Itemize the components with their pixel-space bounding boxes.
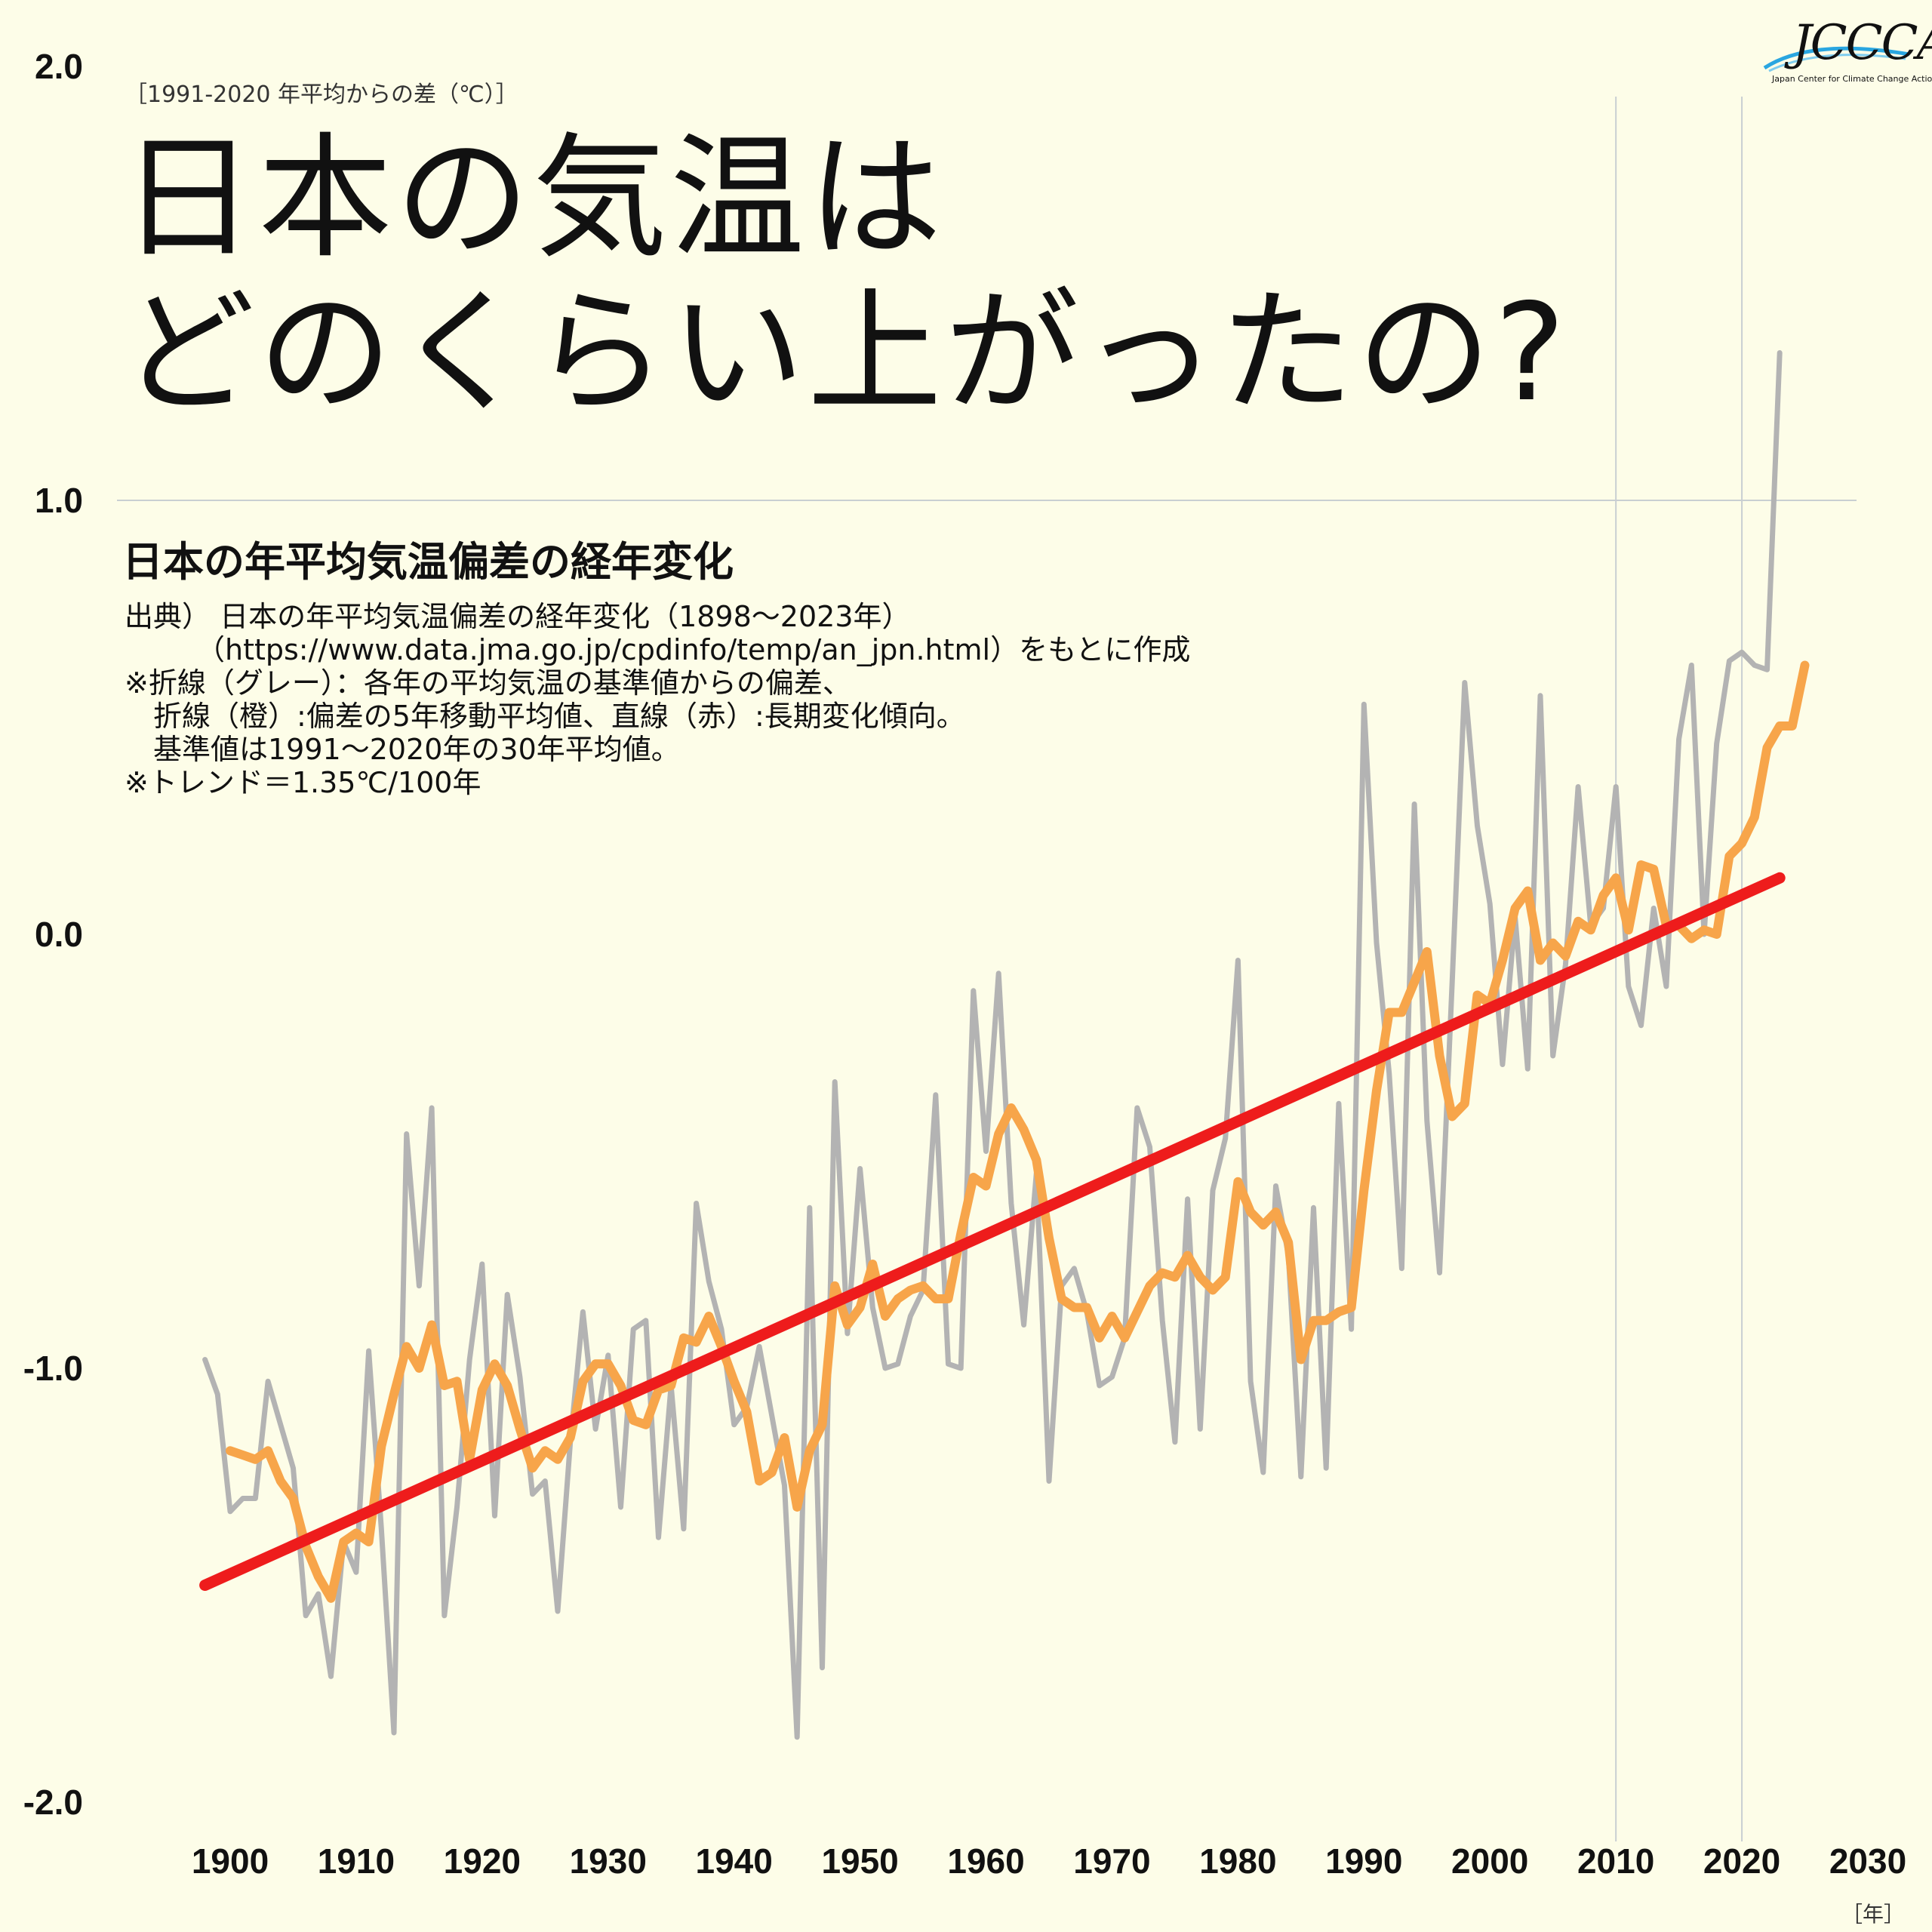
y-tick-label: -2.0 (23, 1783, 83, 1822)
y-tick-label: 1.0 (35, 481, 83, 520)
x-tick-label: 1960 (947, 1841, 1024, 1881)
x-axis-ticks: 1900 1910 1920 1930 1940 1950 1960 1970 1980 1990… (192, 1841, 1906, 1881)
x-tick-label: 1970 (1073, 1841, 1150, 1881)
x-tick-label: 2030 (1829, 1841, 1906, 1881)
y-tick-label: -1.0 (23, 1349, 83, 1388)
x-tick-label: 1900 (192, 1841, 269, 1881)
x-tick-label: 2020 (1703, 1841, 1780, 1881)
gridlines (117, 97, 1857, 1841)
series-line-moving_avg (226, 660, 1810, 1603)
x-tick-label: 1920 (444, 1841, 521, 1881)
series (199, 350, 1810, 1740)
series-line-trend (199, 872, 1786, 1591)
y-tick-label: 0.0 (35, 915, 83, 954)
y-tick-label: 2.0 (35, 47, 83, 86)
x-tick-label: 1910 (318, 1841, 395, 1881)
x-tick-label: 2000 (1451, 1841, 1528, 1881)
x-tick-label: 1940 (696, 1841, 773, 1881)
x-tick-label: 2010 (1577, 1841, 1654, 1881)
x-tick-label: 1950 (821, 1841, 898, 1881)
series-line-annual (202, 350, 1783, 1740)
x-tick-label: 1990 (1325, 1841, 1402, 1881)
x-tick-label: 1980 (1199, 1841, 1276, 1881)
y-axis-ticks: 2.0 1.0 0.0 -1.0 -2.0 (23, 47, 83, 1822)
x-axis-unit-label: ［年］ (1841, 1902, 1905, 1927)
x-tick-label: 1930 (570, 1841, 647, 1881)
